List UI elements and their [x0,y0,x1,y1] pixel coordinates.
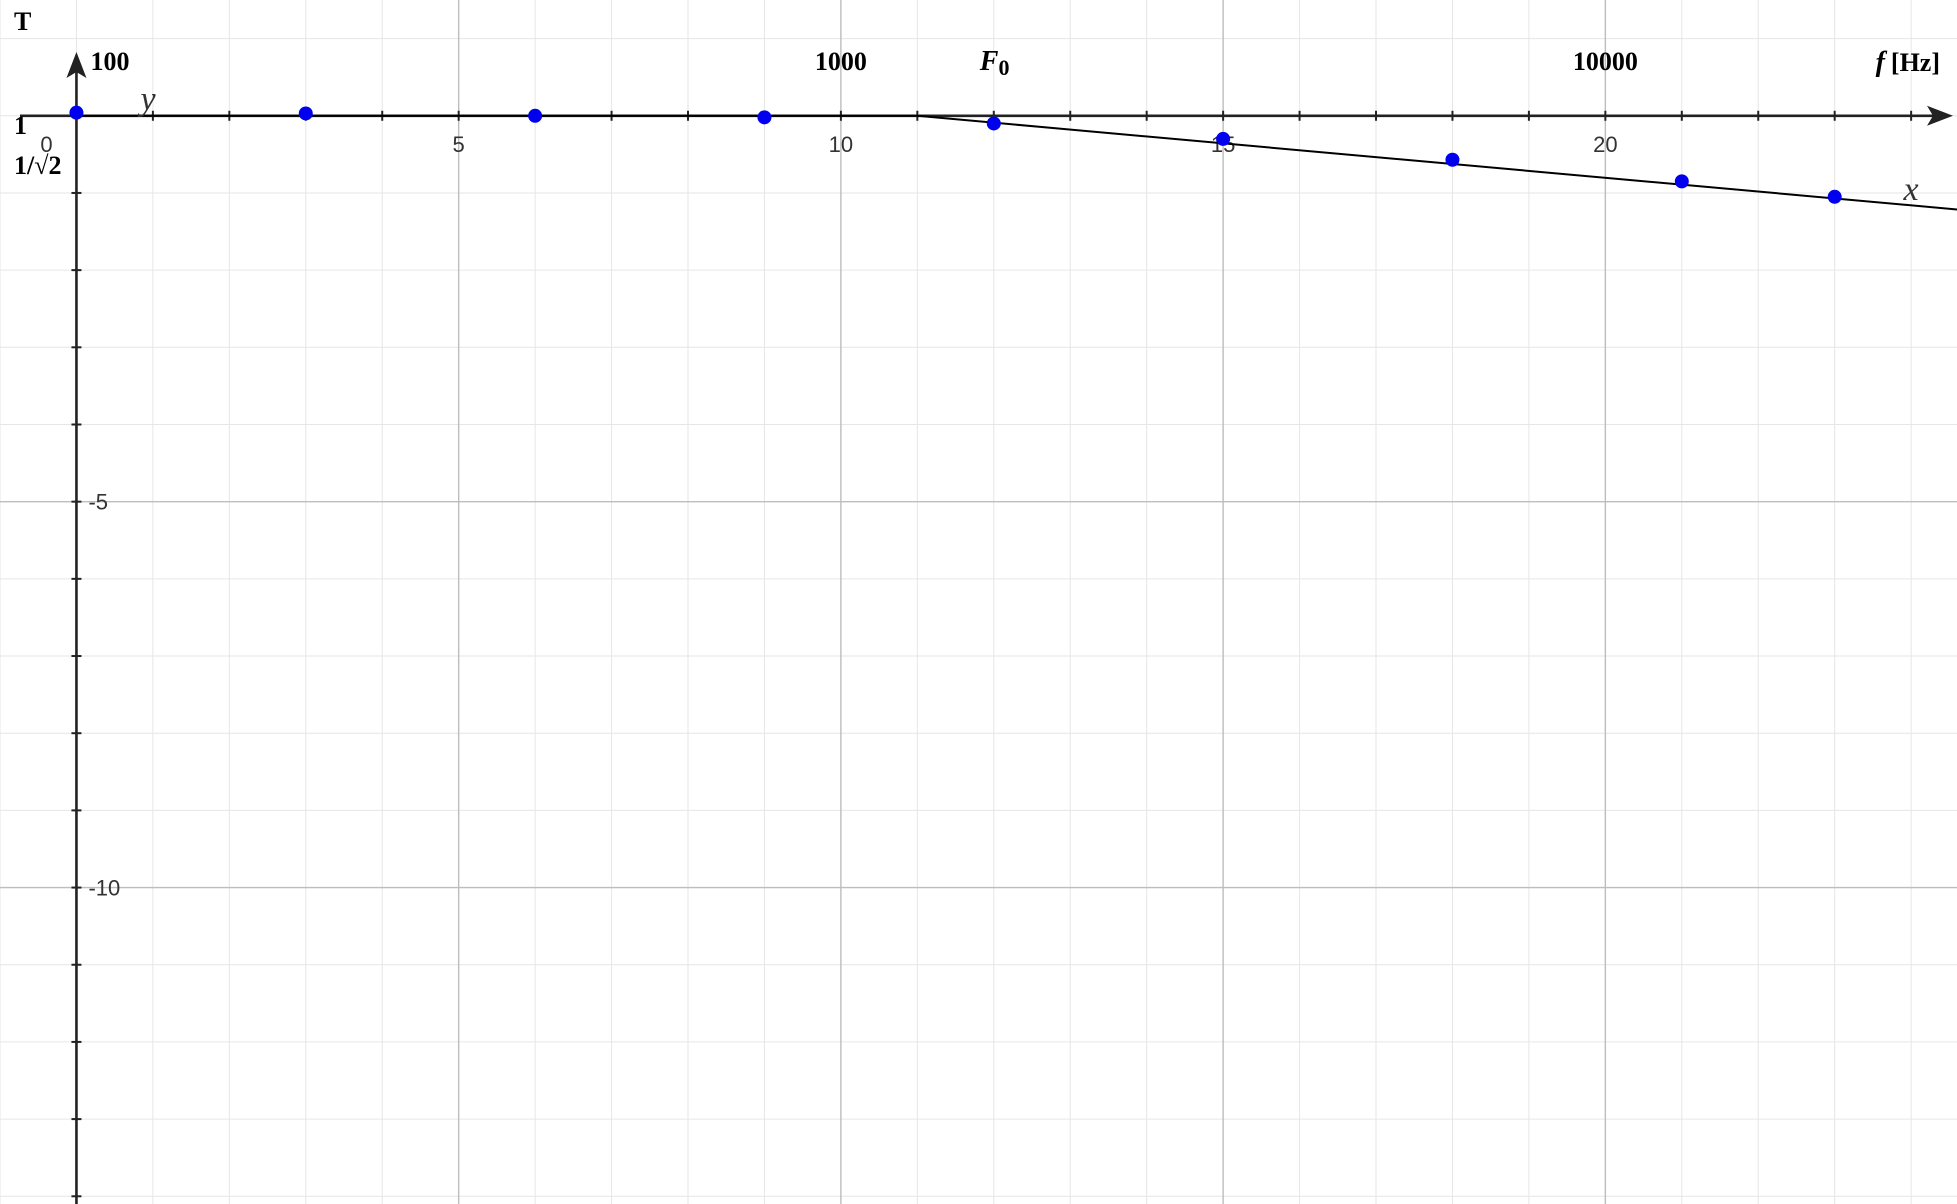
axis-ticks [71,110,1913,1198]
frequency-label: 1000 [815,47,867,76]
y-tick-label: -10 [88,876,120,901]
x-tick-label: 20 [1593,132,1617,157]
data-point [298,106,313,121]
data-point [1216,131,1231,146]
f0-label: F0 [979,46,1010,80]
x-axis-label: x [1902,171,1918,208]
f-axis-label: f [Hz] [1876,47,1940,78]
data-point [757,110,772,125]
y-axis-label: y [137,81,156,118]
data-point [1674,174,1689,189]
y-tick-label: -5 [88,490,108,515]
data-point [69,105,84,120]
x-tick-label: 10 [829,132,853,157]
one-label: 1 [14,111,27,140]
frequency-label: 100 [90,47,129,76]
tick-labels: 05101520-5-10 [40,132,1617,901]
x-tick-label: 0 [40,132,52,157]
inv-sqrt2-label: 1/√2 [14,151,62,180]
data-point [528,108,543,123]
x-tick-label: 5 [453,132,465,157]
asymptote-line [76,114,1957,211]
y-axis-arrow [66,52,87,78]
data-point [1445,152,1460,167]
data-point [1827,189,1842,204]
t-label: T [14,7,31,36]
frequency-labels: 100 1000 10000 [90,47,1637,76]
data-point [986,116,1001,131]
frequency-label: 10000 [1573,47,1638,76]
axes [20,52,1953,1204]
x-axis-arrow [1927,105,1953,126]
series-layer [69,105,1957,211]
